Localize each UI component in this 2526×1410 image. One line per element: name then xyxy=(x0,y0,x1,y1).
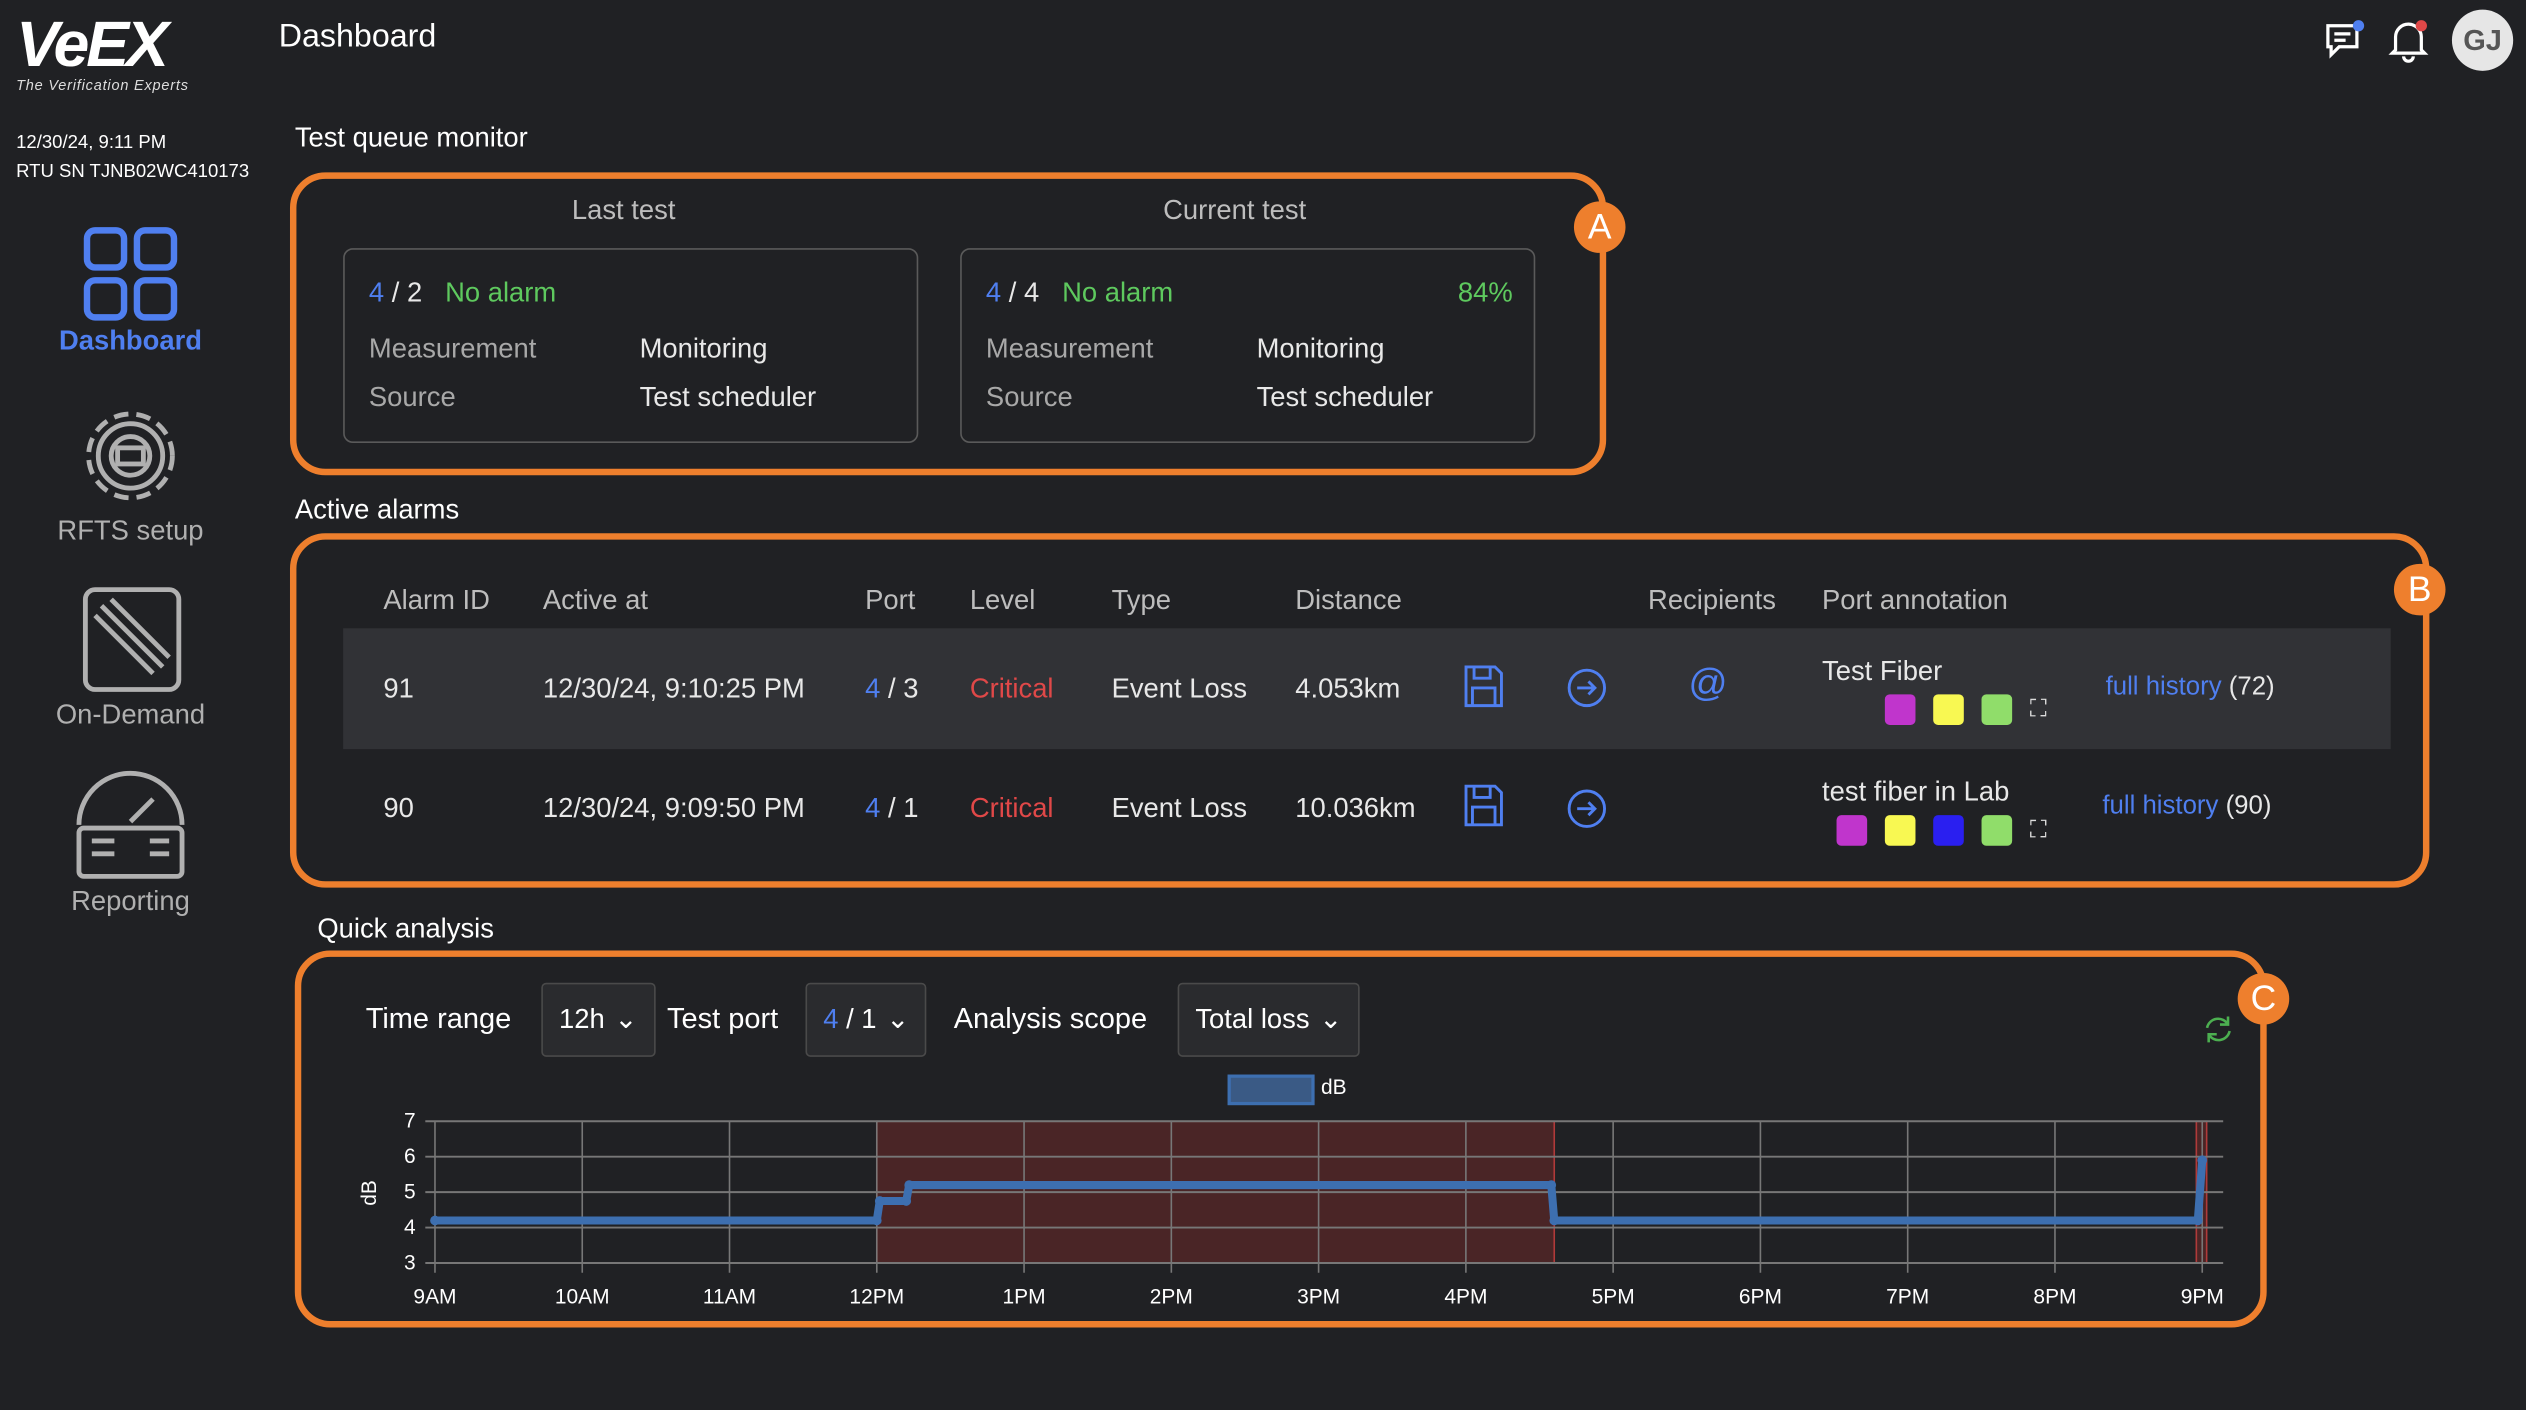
status-text: No alarm xyxy=(445,277,557,308)
x-tick-label: 9PM xyxy=(2180,1283,2224,1309)
column-header: Port xyxy=(865,584,916,616)
sidebar-item-rfts-setup[interactable]: RFTS setup xyxy=(16,400,245,548)
data-point xyxy=(901,1196,912,1206)
y-tick-label: 6 xyxy=(403,1143,416,1168)
device-info: 12/30/24, 9:11 PM RTU SN TJNB02WC410173 xyxy=(16,129,249,187)
chevron-down-icon: ⌄ xyxy=(886,1003,910,1035)
analysis-scope-select[interactable]: Total loss ⌄ xyxy=(1177,982,1360,1057)
color-swatch xyxy=(1884,815,1916,846)
messages-icon[interactable] xyxy=(2323,19,2365,61)
full-history-link[interactable]: full history xyxy=(2105,673,2222,701)
sidebar-item-reporting[interactable]: Reporting xyxy=(16,767,245,918)
save-icon[interactable] xyxy=(1463,783,1505,828)
level-badge: Critical xyxy=(969,673,1054,705)
dashboard-icon xyxy=(83,227,178,321)
x-tick-label: 10AM xyxy=(554,1283,610,1309)
status-text: No alarm xyxy=(1062,277,1174,308)
annotation-badge-a: A xyxy=(1573,201,1626,253)
annotation-badge-c: C xyxy=(2237,973,2290,1025)
column-header: Level xyxy=(969,584,1036,616)
test-port-select[interactable]: 4 / 1 ⌄ xyxy=(805,982,927,1057)
user-avatar[interactable]: GJ xyxy=(2451,9,2514,71)
full-history-link[interactable]: full history xyxy=(2102,792,2219,820)
x-tick-label: 11AM xyxy=(702,1283,757,1309)
level-badge: Critical xyxy=(969,792,1054,824)
last-test-heading: Last test xyxy=(571,194,676,226)
current-test-heading: Current test xyxy=(1163,194,1307,226)
color-swatch xyxy=(1933,694,1964,725)
x-tick-label: 1PM xyxy=(1002,1283,1046,1309)
recipient-at-icon[interactable]: @ xyxy=(1688,662,1728,706)
test-queue-frame xyxy=(289,172,1607,476)
go-to-arrow-icon[interactable] xyxy=(1566,667,1608,709)
page-title: Dashboard xyxy=(278,19,437,55)
legend-label: dB xyxy=(1321,1074,1347,1099)
expand-icon[interactable]: ⛶ xyxy=(2029,695,2047,723)
data-point xyxy=(430,1215,440,1226)
quick-analysis-title: Quick analysis xyxy=(317,913,494,945)
go-to-arrow-icon[interactable] xyxy=(1566,788,1608,830)
legend-swatch xyxy=(1227,1074,1315,1106)
x-tick-label: 4PM xyxy=(1444,1283,1488,1309)
fiber-colors: ⛶ xyxy=(1836,815,2047,846)
current-test-card: 4 / 4 No alarm 84% Measurement Monitorin… xyxy=(960,248,1536,444)
on-demand-icon xyxy=(82,587,182,692)
x-tick-label: 5PM xyxy=(1591,1283,1635,1309)
time-range-select[interactable]: 12h ⌄ xyxy=(541,982,656,1057)
column-header: Distance xyxy=(1295,584,1402,616)
x-tick-label: 8PM xyxy=(2033,1283,2077,1309)
chevron-down-icon: ⌄ xyxy=(1319,1003,1343,1035)
data-point xyxy=(1549,1215,1560,1226)
x-tick-label: 9AM xyxy=(413,1283,457,1309)
data-point xyxy=(1546,1180,1557,1190)
progress-percent: 84% xyxy=(1457,277,1513,308)
reporting-gauge-icon xyxy=(76,770,185,879)
gear-icon xyxy=(86,411,175,501)
active-alarms-frame xyxy=(289,533,2430,888)
last-test-card: 4 / 2 No alarm Measurement Monitoring So… xyxy=(343,248,919,444)
notifications-bell-icon[interactable] xyxy=(2388,18,2430,63)
device-datetime: 12/30/24, 9:11 PM xyxy=(16,133,167,154)
sidebar-item-on-demand[interactable]: On-Demand xyxy=(16,583,245,731)
data-point xyxy=(874,1196,885,1206)
quick-analysis-frame xyxy=(294,950,2267,1328)
refresh-icon[interactable] xyxy=(2202,1013,2234,1045)
y-tick-label: 5 xyxy=(403,1179,416,1204)
test-queue-title: Test queue monitor xyxy=(294,122,528,154)
fiber-colors: ⛶ xyxy=(1884,694,2047,725)
y-tick-label: 7 xyxy=(403,1108,416,1133)
expand-icon[interactable]: ⛶ xyxy=(2029,816,2047,844)
x-tick-label: 3PM xyxy=(1297,1283,1341,1309)
save-icon[interactable] xyxy=(1463,664,1505,709)
table-row[interactable] xyxy=(343,628,2391,750)
column-header: Type xyxy=(1111,584,1171,616)
device-serial: RTU SN TJNB02WC410173 xyxy=(16,162,250,183)
column-header: Port annotation xyxy=(1822,584,2008,616)
x-tick-label: 2PM xyxy=(1149,1283,1193,1309)
color-swatch xyxy=(1836,815,1868,846)
annotation-badge-b: B xyxy=(2393,563,2446,616)
y-tick-label: 3 xyxy=(403,1250,416,1275)
chevron-down-icon: ⌄ xyxy=(614,1003,638,1035)
active-alarms-title: Active alarms xyxy=(294,494,460,526)
column-header: Alarm ID xyxy=(383,584,490,616)
data-point xyxy=(871,1215,882,1226)
x-tick-label: 12PM xyxy=(849,1283,905,1309)
color-swatch xyxy=(1981,694,2013,725)
column-header: Recipients xyxy=(1648,584,1776,616)
column-header: Active at xyxy=(542,584,648,616)
x-tick-label: 6PM xyxy=(1738,1283,1782,1309)
y-tick-label: 4 xyxy=(403,1214,416,1239)
data-point xyxy=(2197,1155,2208,1166)
sidebar-item-dashboard[interactable]: Dashboard xyxy=(16,226,245,358)
color-swatch xyxy=(1981,815,2013,846)
data-point xyxy=(2192,1215,2203,1226)
veex-logo: VeEX The Verification Experts xyxy=(16,9,189,94)
color-swatch xyxy=(1933,815,1964,846)
color-swatch xyxy=(1884,694,1916,725)
x-tick-label: 7PM xyxy=(1886,1283,1930,1309)
data-point xyxy=(904,1180,915,1190)
